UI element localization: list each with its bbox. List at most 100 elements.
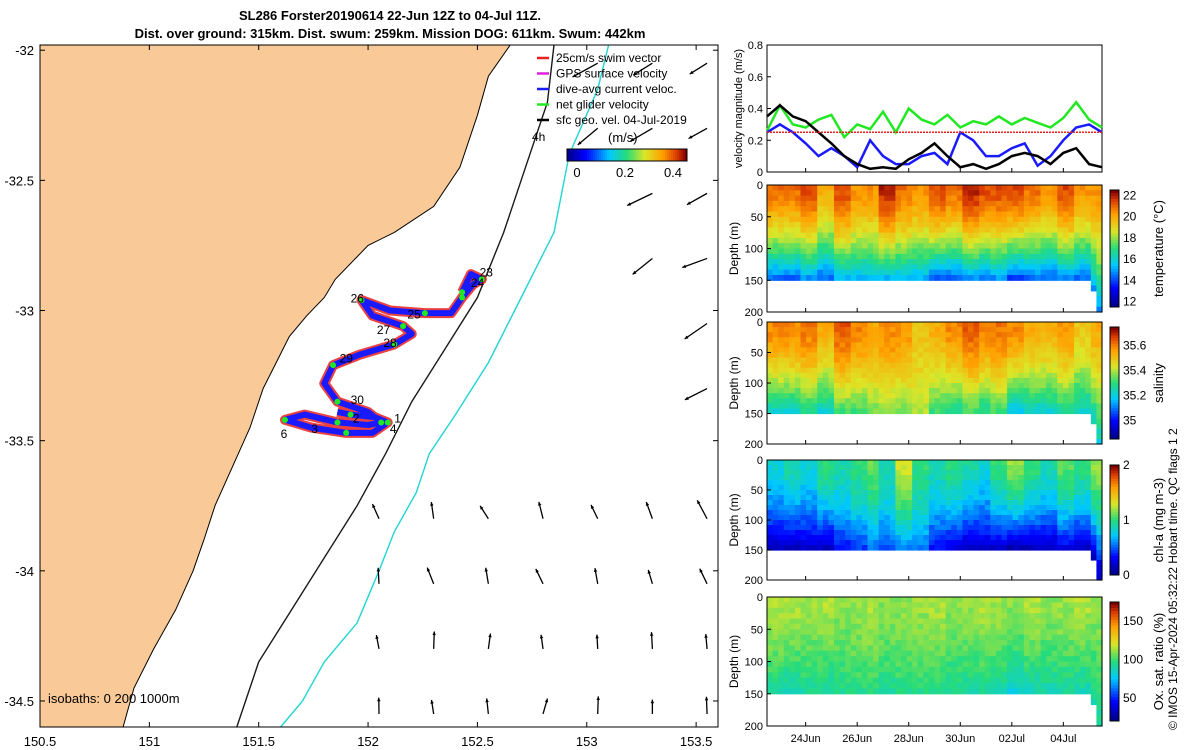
- heatmap-cell: [962, 629, 969, 636]
- heatmap-cell: [956, 216, 964, 223]
- heatmap-cell: [1062, 357, 1070, 364]
- heatmap-cell: [889, 540, 897, 546]
- heatmap-cell: [850, 357, 857, 364]
- geo-arrow-head: [539, 634, 544, 639]
- heatmap-cell: [901, 650, 908, 657]
- heatmap-cell: [861, 683, 869, 689]
- heatmap-cell: [945, 505, 952, 511]
- heatmap-cell: [822, 623, 830, 630]
- heatmap-cell: [834, 200, 841, 207]
- heatmap-cell: [956, 408, 964, 415]
- heatmap-cell: [1079, 337, 1086, 343]
- heatmap-cell: [1062, 535, 1070, 541]
- heatmap-cell: [789, 656, 796, 663]
- heatmap-cell: [822, 540, 830, 546]
- colorbar-cell: [1110, 385, 1119, 390]
- heatmap-cell: [828, 525, 835, 531]
- heatmap-cell: [1029, 540, 1036, 546]
- heatmap-cell: [1018, 480, 1025, 486]
- heatmap-cell: [873, 470, 880, 476]
- heatmap-cell: [1029, 398, 1036, 404]
- heatmap-cell: [878, 545, 885, 551]
- heatmap-cell: [995, 248, 1003, 255]
- heatmap-cell: [778, 253, 785, 260]
- heatmap-cell: [923, 495, 930, 501]
- heatmap-cell: [917, 640, 924, 646]
- heatmap-cell: [1090, 520, 1098, 526]
- colorbar-cell: [1110, 263, 1119, 267]
- colorbar-cell: [1110, 408, 1119, 412]
- heatmap-cell: [1062, 470, 1070, 476]
- heatmap-cell: [811, 195, 818, 202]
- heatmap-cell: [1090, 347, 1098, 354]
- heatmap-cell: [1046, 505, 1053, 511]
- heatmap-cell: [1012, 505, 1019, 511]
- heatmap-cell: [968, 372, 975, 379]
- heatmap-cell: [767, 322, 774, 328]
- heatmap-cell: [1018, 683, 1025, 689]
- heatmap-cell: [1079, 264, 1086, 271]
- heatmap-cell: [1062, 372, 1070, 379]
- heatmap-cell: [834, 352, 841, 359]
- heatmap-cell: [856, 480, 863, 486]
- isobath-label: isobaths: 0 200 1000m: [48, 691, 180, 706]
- heatmap-cell: [1046, 475, 1053, 481]
- heatmap-cell: [783, 540, 790, 546]
- heatmap-cell: [1090, 274, 1098, 281]
- heatmap-cell: [873, 403, 880, 410]
- heatmap-cell: [934, 661, 941, 668]
- heatmap-cell: [1062, 500, 1070, 506]
- heatmap-cell: [979, 465, 986, 471]
- heatmap-cell: [1068, 367, 1075, 374]
- heatmap-cell: [1085, 185, 1092, 191]
- heatmap-cell: [1068, 602, 1075, 609]
- heatmap-cell: [895, 332, 902, 338]
- heatmap-cell: [850, 510, 857, 516]
- heatmap-cell: [979, 688, 986, 695]
- heatmap-cell: [845, 332, 852, 338]
- heatmap-cell: [1096, 683, 1103, 689]
- heatmap-cell: [968, 377, 975, 384]
- colorbar-cell: [641, 149, 644, 161]
- heatmap-cell: [778, 227, 785, 234]
- heatmap-cell: [906, 322, 913, 328]
- heatmap-cell: [923, 222, 930, 228]
- heatmap-cell: [973, 327, 980, 333]
- heatmap-cell: [940, 327, 947, 333]
- heatmap-cell: [962, 530, 969, 536]
- heatmap-cell: [800, 216, 807, 223]
- heatmap-cell: [794, 470, 802, 476]
- colorbar-cell: [591, 149, 594, 161]
- heatmap-cell: [861, 403, 869, 410]
- geo-arrow-shaft: [630, 127, 653, 142]
- heatmap-cell: [1001, 629, 1008, 636]
- heatmap-cell: [968, 656, 975, 663]
- heatmap-cell: [834, 460, 841, 466]
- time-tick-label: 26Jun: [842, 733, 872, 745]
- heatmap-cell: [973, 342, 980, 349]
- heatmap-cell: [956, 259, 964, 265]
- heatmap-cell: [1074, 352, 1081, 359]
- x-tick-label: 153: [576, 734, 598, 749]
- heatmap-cell: [956, 248, 964, 255]
- heatmap-cell: [861, 264, 869, 271]
- heatmap-cell: [968, 347, 975, 354]
- heatmap-cell: [934, 253, 941, 260]
- heatmap-cell: [839, 190, 846, 197]
- heatmap-cell: [1090, 398, 1098, 404]
- heatmap-cell: [850, 398, 857, 404]
- heatmap-cell: [884, 597, 891, 603]
- heatmap-cell: [1068, 677, 1075, 684]
- heatmap-cell: [1007, 337, 1014, 343]
- heatmap-cell: [1085, 190, 1092, 197]
- heatmap-cell: [928, 200, 936, 207]
- heatmap-cell: [884, 264, 891, 271]
- heatmap-cell: [940, 613, 947, 620]
- heatmap-cell: [1029, 274, 1036, 281]
- heatmap-cell: [917, 388, 924, 394]
- heatmap-cell: [934, 398, 941, 404]
- heatmap-cell: [912, 185, 919, 191]
- heatmap-cell: [1001, 515, 1008, 521]
- heatmap-cell: [1023, 190, 1031, 197]
- heatmap-cell: [867, 362, 874, 369]
